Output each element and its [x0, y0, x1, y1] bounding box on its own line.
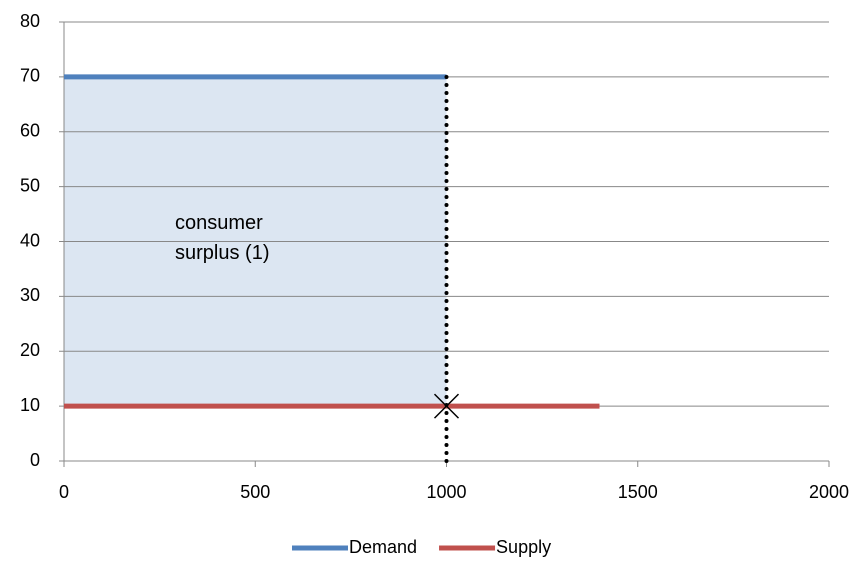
x-tick-label: 2000 — [809, 482, 849, 502]
y-tick-label: 50 — [20, 175, 40, 195]
x-tick-label: 1000 — [426, 482, 466, 502]
marker — [433, 393, 460, 419]
y-tick-label: 70 — [20, 66, 40, 86]
y-tick-label: 0 — [30, 450, 40, 470]
y-tick-label: 40 — [20, 230, 40, 250]
y-tick-label: 20 — [20, 340, 40, 360]
x-tick-label: 1500 — [618, 482, 658, 502]
legend-label: Supply — [496, 537, 551, 557]
x-tick-label: 500 — [240, 482, 270, 502]
legend-label: Demand — [349, 537, 417, 557]
y-tick-label: 30 — [20, 285, 40, 305]
x-tick-label: 0 — [59, 482, 69, 502]
y-tick-label: 60 — [20, 121, 40, 141]
y-tick-label: 80 — [20, 11, 40, 31]
annotation: consumer surplus (1) — [175, 212, 270, 264]
y-tick-label: 10 — [20, 395, 40, 415]
